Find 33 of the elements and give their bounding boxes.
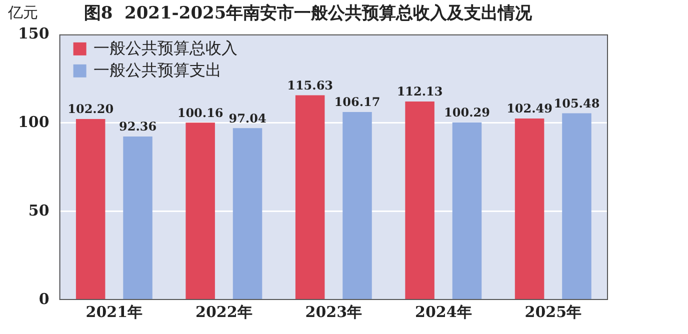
text: 106.17: [334, 95, 380, 110]
bar: [562, 113, 592, 300]
x-tick-label: 2021年: [86, 302, 143, 321]
bar: [405, 101, 434, 300]
bar: [452, 122, 482, 300]
text: 97.04: [228, 111, 266, 126]
x-tick-label: 2023年: [305, 302, 362, 321]
y-tick-label: 0: [38, 290, 50, 308]
text: 92.36: [118, 120, 157, 134]
bar: [76, 119, 106, 300]
bar: [514, 118, 544, 300]
text: 100.29: [444, 106, 490, 120]
bar: [342, 112, 372, 300]
legend-label: 一般公共预算支出: [93, 60, 222, 80]
legend-label: 一般公共预算总收入: [93, 38, 238, 58]
bar: [232, 128, 262, 300]
x-tick-label: 2025年: [524, 302, 582, 321]
text: 115.63: [287, 78, 334, 92]
bar: [295, 95, 325, 300]
bar: [123, 136, 152, 300]
text: 112.13: [396, 84, 443, 99]
text: 100.16: [177, 106, 224, 120]
x-tick-label: 2024年: [415, 302, 472, 321]
text: 102.20: [68, 102, 114, 116]
chart-title: 图8 2021-2025年南安市一般公共预算总收入及支出情况: [84, 4, 534, 24]
text: 102.49: [506, 102, 553, 116]
y-tick-label: 100: [18, 112, 50, 131]
y-tick-label: 50: [28, 201, 50, 220]
y-axis-title: 亿元: [7, 3, 38, 22]
x-tick-label: 2022年: [196, 302, 252, 321]
bar: [186, 122, 215, 300]
text: 105.48: [554, 96, 600, 110]
y-tick-label: 150: [18, 24, 50, 42]
